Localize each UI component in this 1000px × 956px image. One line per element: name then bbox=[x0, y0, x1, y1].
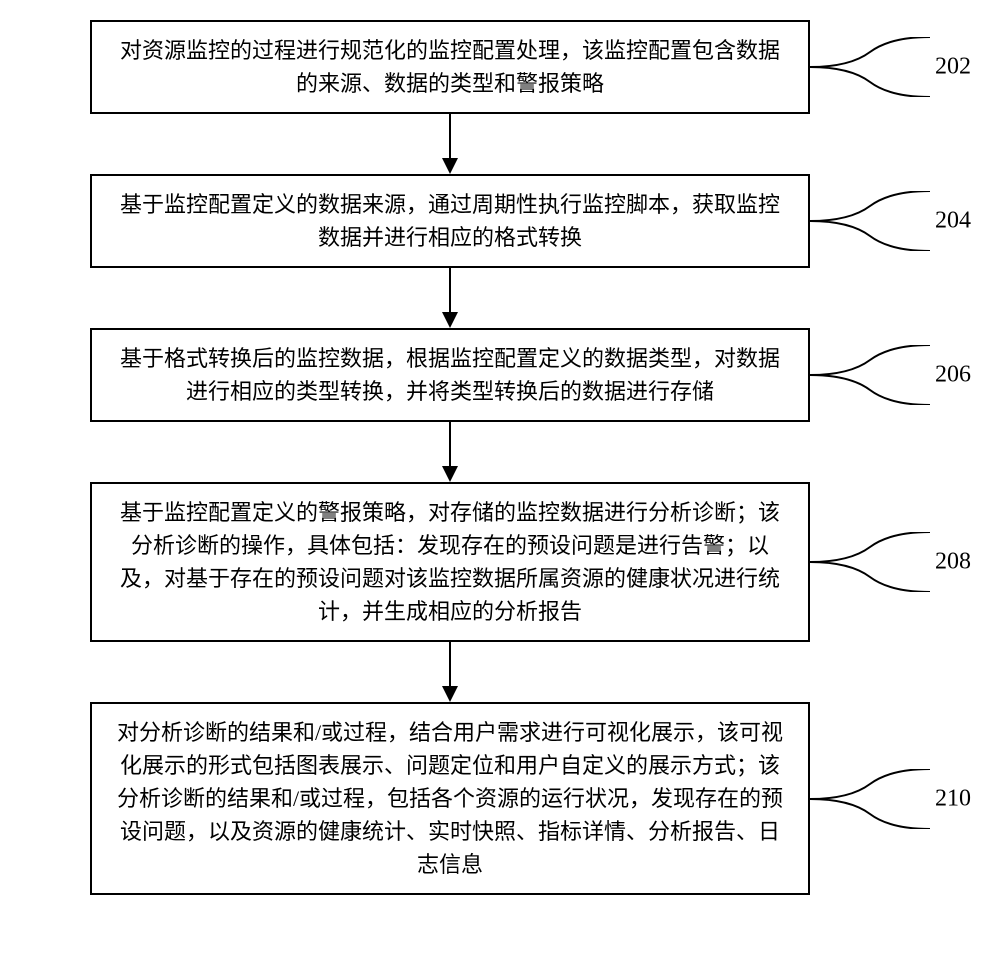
node-text-206: 基于格式转换后的监控数据，根据监控配置定义的数据类型，对数据进行相应的类型转换，… bbox=[120, 346, 780, 404]
curve-icon bbox=[810, 191, 930, 251]
node-wrapper-210: 对分析诊断的结果和/或过程，结合用户需求进行可视化展示，该可视化展示的形式包括图… bbox=[60, 702, 940, 895]
node-text-210: 对分析诊断的结果和/或过程，结合用户需求进行可视化展示，该可视化展示的形式包括图… bbox=[117, 720, 783, 877]
node-210: 对分析诊断的结果和/或过程，结合用户需求进行可视化展示，该可视化展示的形式包括图… bbox=[90, 702, 810, 895]
arrow-down-icon bbox=[435, 114, 465, 174]
arrow-208-210 bbox=[90, 642, 810, 702]
node-wrapper-204: 基于监控配置定义的数据来源，通过周期性执行监控脚本，获取监控数据并进行相应的格式… bbox=[60, 174, 940, 268]
flowchart-container: 对资源监控的过程进行规范化的监控配置处理，该监控配置包含数据的来源、数据的类型和… bbox=[60, 20, 940, 895]
arrow-down-icon bbox=[435, 422, 465, 482]
node-label-208: 208 bbox=[935, 549, 971, 576]
node-label-204: 204 bbox=[935, 208, 971, 235]
node-label-210: 210 bbox=[935, 785, 971, 812]
node-204: 基于监控配置定义的数据来源，通过周期性执行监控脚本，获取监控数据并进行相应的格式… bbox=[90, 174, 810, 268]
node-text-202: 对资源监控的过程进行规范化的监控配置处理，该监控配置包含数据的来源、数据的类型和… bbox=[120, 38, 780, 96]
curve-icon bbox=[810, 769, 930, 829]
curve-icon bbox=[810, 532, 930, 592]
node-wrapper-202: 对资源监控的过程进行规范化的监控配置处理，该监控配置包含数据的来源、数据的类型和… bbox=[60, 20, 940, 114]
node-202: 对资源监控的过程进行规范化的监控配置处理，该监控配置包含数据的来源、数据的类型和… bbox=[90, 20, 810, 114]
node-wrapper-206: 基于格式转换后的监控数据，根据监控配置定义的数据类型，对数据进行相应的类型转换，… bbox=[60, 328, 940, 422]
arrow-204-206 bbox=[90, 268, 810, 328]
curve-icon bbox=[810, 37, 930, 97]
arrow-206-208 bbox=[90, 422, 810, 482]
node-label-206: 206 bbox=[935, 362, 971, 389]
node-206: 基于格式转换后的监控数据，根据监控配置定义的数据类型，对数据进行相应的类型转换，… bbox=[90, 328, 810, 422]
curve-icon bbox=[810, 345, 930, 405]
node-text-208: 基于监控配置定义的警报策略，对存储的监控数据进行分析诊断；该分析诊断的操作，具体… bbox=[120, 500, 780, 624]
node-text-204: 基于监控配置定义的数据来源，通过周期性执行监控脚本，获取监控数据并进行相应的格式… bbox=[120, 192, 780, 250]
arrow-down-icon bbox=[435, 268, 465, 328]
node-wrapper-208: 基于监控配置定义的警报策略，对存储的监控数据进行分析诊断；该分析诊断的操作，具体… bbox=[60, 482, 940, 642]
arrow-down-icon bbox=[435, 642, 465, 702]
arrow-202-204 bbox=[90, 114, 810, 174]
node-208: 基于监控配置定义的警报策略，对存储的监控数据进行分析诊断；该分析诊断的操作，具体… bbox=[90, 482, 810, 642]
node-label-202: 202 bbox=[935, 54, 971, 81]
